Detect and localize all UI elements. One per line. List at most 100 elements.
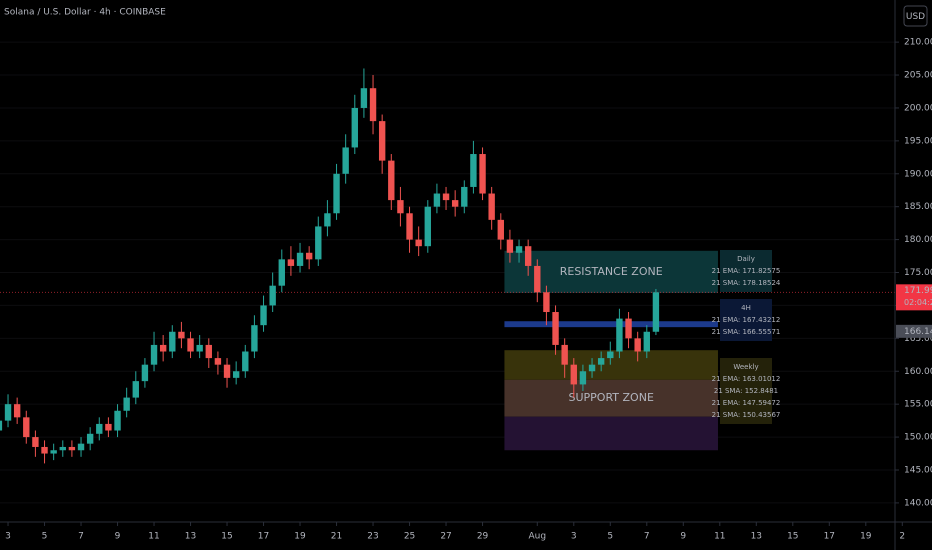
candle-body (4, 404, 12, 421)
info-panel-line: 21 EMA: 167.43212 (712, 316, 781, 324)
candle-body (150, 344, 158, 365)
x-tick-label: 7 (78, 532, 84, 542)
candle-body (561, 344, 568, 365)
candle-body (570, 364, 577, 385)
x-tick-label: 27 (440, 532, 451, 542)
info-panel-line: 21 SMA: 150.43567 (712, 411, 781, 419)
candle-body (470, 154, 477, 187)
last-price-tag (896, 284, 932, 311)
y-tick-label: 190.00 (904, 169, 932, 179)
x-tick-label: 3 (5, 532, 11, 542)
candle-body (333, 173, 340, 214)
currency-box[interactable] (903, 5, 928, 27)
x-tick-label: Aug (529, 532, 547, 542)
info-panel-title: 4H (741, 304, 751, 312)
candle-body (296, 252, 304, 266)
info-panel-line: 21 EMA: 163.01012 (712, 375, 781, 383)
info-panel-line: 21 SMA: 178.18524 (712, 279, 781, 287)
candle-body (77, 443, 85, 451)
candle-body (607, 351, 614, 359)
x-tick-label: 9 (680, 532, 686, 542)
x-tick-label: 5 (607, 532, 613, 542)
x-tick-label: 9 (115, 532, 121, 542)
x-tick-label: 13 (751, 532, 762, 542)
candle-body (552, 312, 559, 345)
candle-body (223, 364, 231, 378)
info-panel-line: 21 EMA: 147.59472 (712, 399, 781, 407)
currency[interactable]: USD (906, 12, 925, 22)
y-tick-label: 200.00 (904, 103, 932, 113)
y-tick-label: 160.00 (904, 367, 932, 377)
candle-body (597, 358, 605, 365)
candle-body (433, 193, 441, 207)
candle-body (205, 344, 212, 359)
candle-body (287, 259, 295, 266)
candle-body (634, 338, 641, 352)
y-tick-label: 210.00 (904, 38, 932, 48)
candle-body (96, 423, 103, 434)
candle-body (506, 239, 514, 253)
candle-body (369, 88, 377, 122)
x-tick-label: 17 (824, 532, 835, 542)
info-panel-line: 21 SMA: 166.55571 (712, 328, 781, 336)
y-tick-label: 165.00 (904, 334, 932, 344)
candle-body (242, 351, 249, 372)
candle-body (442, 193, 450, 201)
candle-body (13, 404, 21, 418)
candle-body (32, 437, 39, 447)
x-tick-label: 7 (644, 532, 650, 542)
candle-body (178, 331, 185, 339)
info-panel (720, 250, 772, 292)
candle-body (579, 371, 587, 385)
info-panel (720, 299, 772, 341)
candle-body (141, 364, 149, 382)
candle-body (351, 107, 358, 148)
y-tick-label: 205.00 (904, 71, 932, 81)
x-tick-label: 15 (787, 532, 798, 542)
candle-body (534, 265, 541, 293)
candle-body (616, 318, 623, 352)
candle-body (524, 246, 532, 266)
x-tick-label: 11 (148, 532, 159, 542)
x-tick-label: 19 (294, 532, 306, 542)
candle-body (360, 88, 368, 108)
candle-body (397, 200, 404, 214)
candle-body (543, 292, 550, 313)
candle-body (424, 206, 431, 247)
x-tick-label: 25 (404, 532, 415, 542)
candle-body (643, 331, 650, 352)
candle-body (588, 364, 596, 372)
y-tick-label: 150.00 (904, 433, 932, 443)
last-price-label: 171.99 (904, 286, 932, 296)
candle-body (388, 160, 395, 201)
x-tick-label: 19 (860, 532, 872, 542)
x-tick-label: 2 (899, 532, 905, 542)
price-marker-tag (896, 324, 932, 338)
y-tick-label: 195.00 (904, 136, 932, 146)
candle-body (378, 121, 386, 161)
candle-body (196, 344, 203, 352)
x-tick-label: 17 (258, 532, 269, 542)
x-tick-label: 13 (185, 532, 196, 542)
x-tick-label: 11 (714, 532, 725, 542)
candle-body (342, 147, 349, 174)
candle-body (497, 219, 504, 240)
candle-body (23, 417, 30, 438)
candle-body (159, 344, 167, 352)
candle-body (260, 305, 267, 326)
plot-area: RESISTANCE ZONE SUPPORT ZONE Daily 21 EMA: … (0, 41, 895, 504)
candle-body (488, 193, 495, 220)
zone-label: RESISTANCE ZONE (560, 265, 663, 278)
candle-body (251, 325, 258, 352)
zone (504, 321, 718, 328)
candle-body (59, 446, 66, 451)
x-tick-label: 5 (42, 532, 48, 542)
candle-body (41, 446, 48, 454)
countdown-label: 02:04:22 (904, 298, 932, 307)
candle-body (269, 285, 276, 306)
candle-body (406, 213, 413, 240)
price-marker-label: 166.14 (904, 327, 932, 337)
x-tick-label: 15 (221, 532, 232, 542)
zone (504, 416, 718, 451)
